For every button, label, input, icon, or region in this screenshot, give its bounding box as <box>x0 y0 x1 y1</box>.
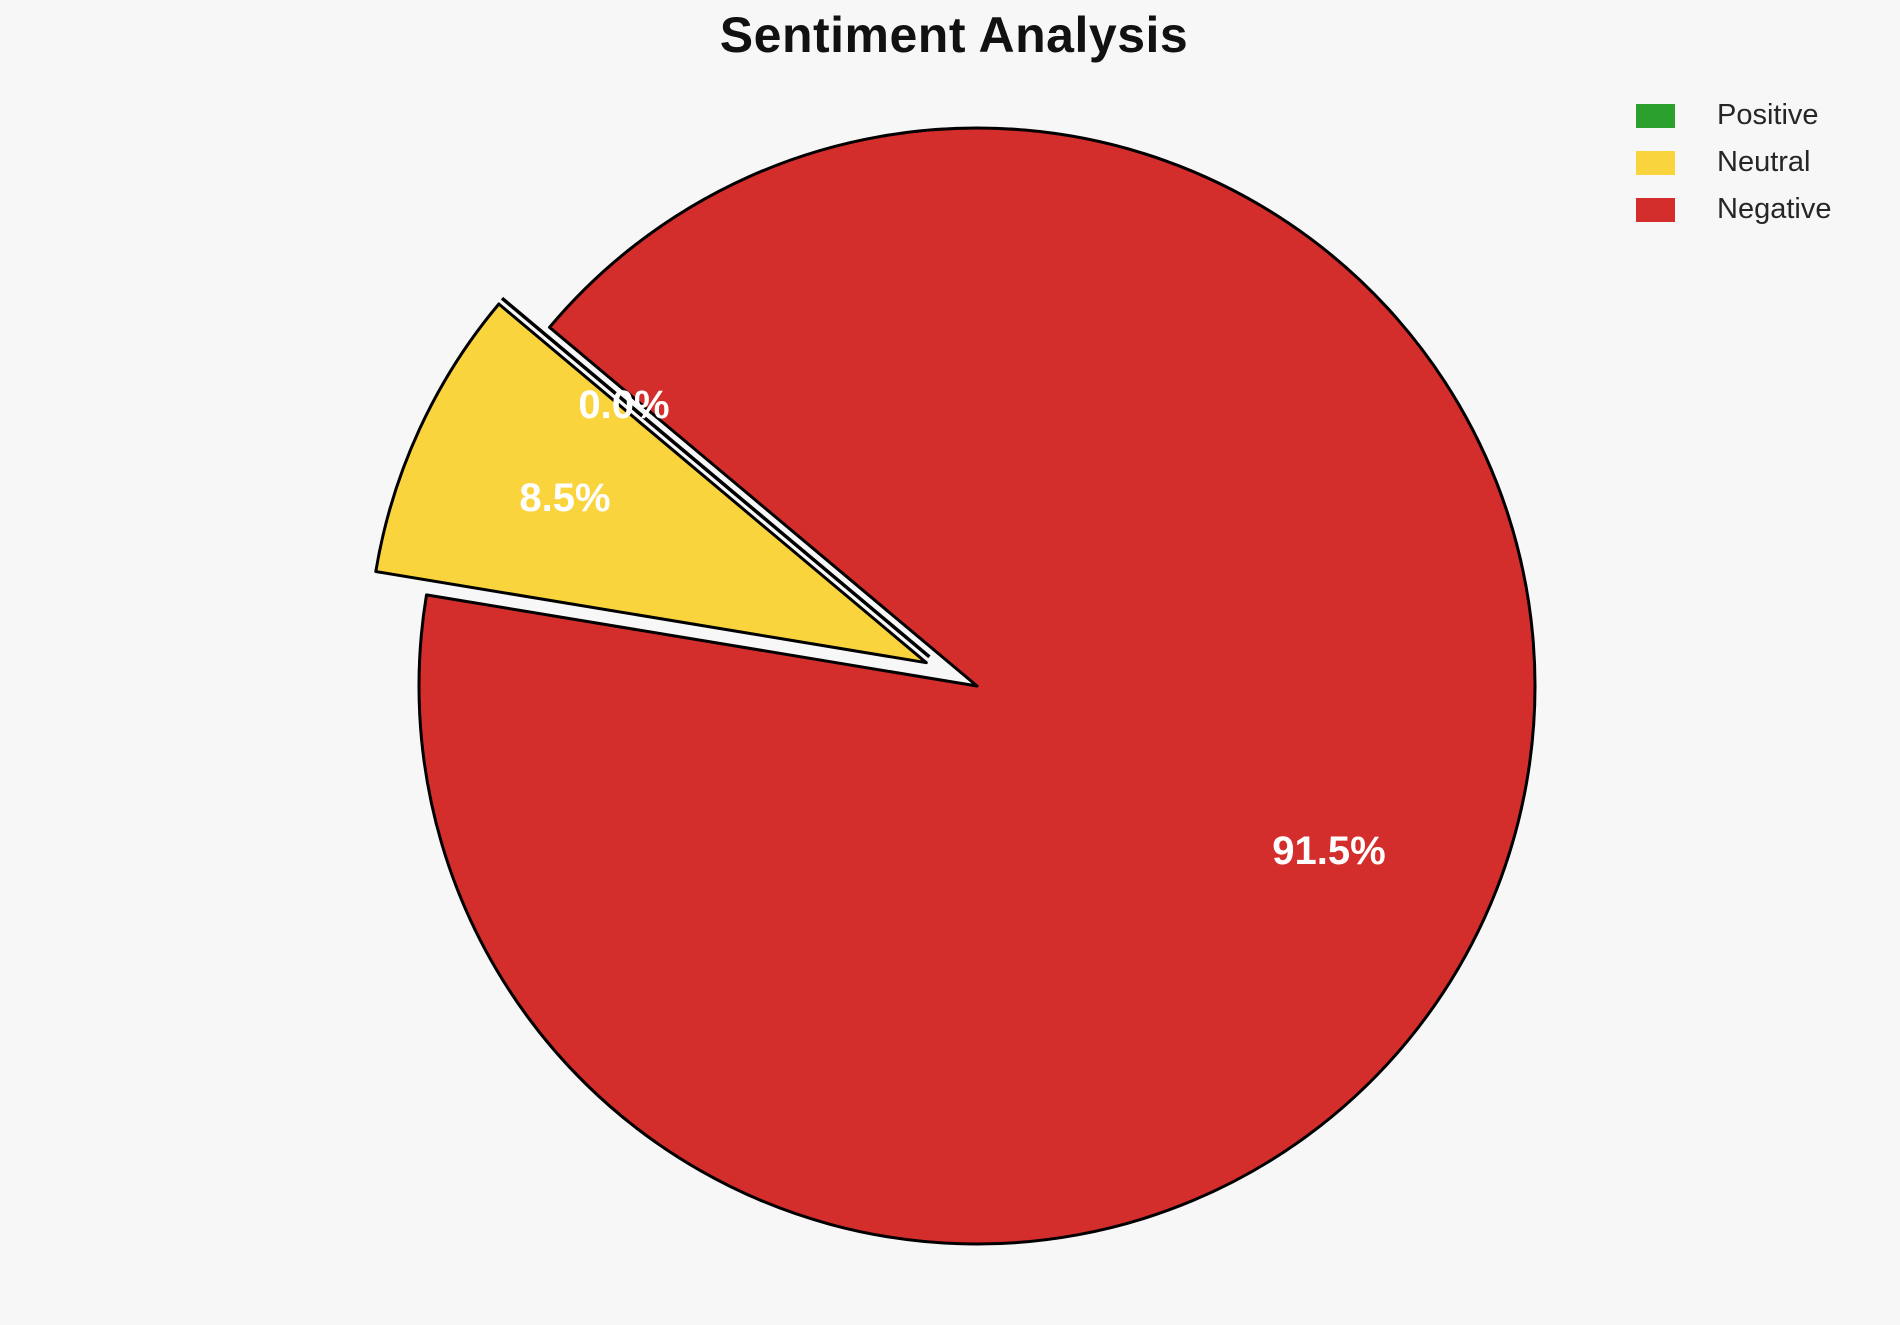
legend-label-positive: Positive <box>1717 99 1819 131</box>
pie-slice-negative <box>417 126 1537 1246</box>
legend-label-negative: Negative <box>1717 193 1832 225</box>
legend-item-positive: Positive <box>1636 92 1831 139</box>
chart-title: Sentiment Analysis <box>719 7 1189 63</box>
legend-item-negative: Negative <box>1636 186 1831 233</box>
legend-swatch-positive <box>1636 103 1675 128</box>
legend-swatch-neutral <box>1636 150 1675 175</box>
pie-slice-neutral <box>374 302 928 665</box>
pct-label-neutral: 8.5% <box>519 476 610 520</box>
legend: Positive Neutral Negative <box>1636 92 1831 233</box>
legend-item-neutral: Neutral <box>1636 139 1831 186</box>
pie-slice-positive <box>500 296 931 659</box>
pct-label-negative: 91.5% <box>1272 829 1385 873</box>
pct-label-positive: 0.0% <box>578 383 669 427</box>
legend-label-neutral: Neutral <box>1717 146 1811 178</box>
legend-swatch-negative <box>1636 197 1675 222</box>
